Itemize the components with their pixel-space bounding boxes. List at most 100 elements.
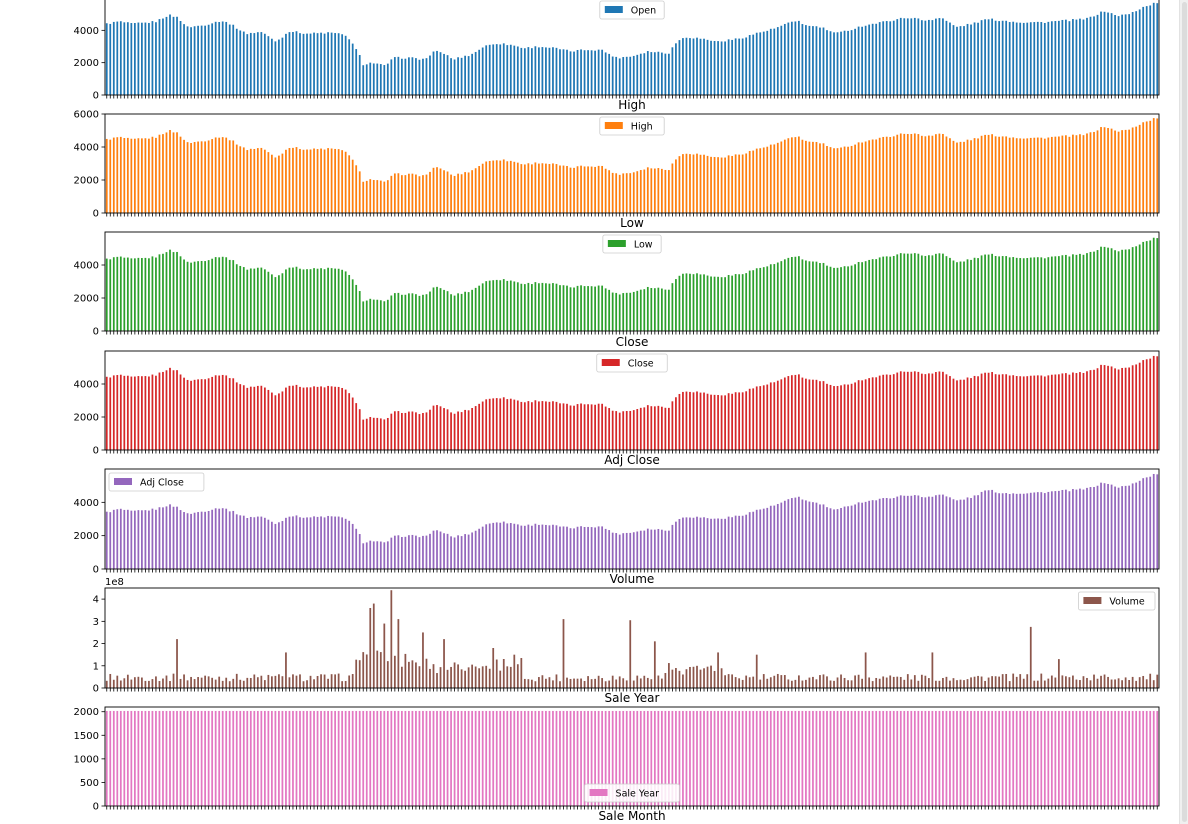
bar bbox=[105, 23, 108, 95]
bar bbox=[913, 371, 916, 450]
bar bbox=[805, 500, 807, 569]
bar bbox=[495, 160, 498, 213]
bar bbox=[429, 668, 431, 688]
bar bbox=[576, 526, 579, 569]
bar bbox=[920, 20, 923, 96]
bar bbox=[857, 710, 860, 806]
bar bbox=[745, 710, 748, 806]
bar bbox=[664, 673, 667, 688]
bar bbox=[109, 23, 112, 95]
bar bbox=[119, 508, 122, 569]
bar bbox=[249, 710, 252, 806]
bar bbox=[488, 160, 491, 213]
bar bbox=[608, 530, 611, 569]
bar bbox=[1089, 251, 1092, 331]
bar bbox=[942, 133, 944, 213]
legend: Sale Year bbox=[584, 783, 680, 803]
bar bbox=[1036, 257, 1039, 331]
bar bbox=[443, 533, 445, 569]
bar bbox=[481, 163, 484, 213]
bar bbox=[1022, 138, 1025, 213]
bar bbox=[516, 46, 519, 95]
bar bbox=[1135, 11, 1138, 95]
bar bbox=[970, 259, 972, 331]
y-tick-label: 2 bbox=[93, 639, 99, 650]
bar bbox=[274, 675, 277, 688]
bar bbox=[1036, 680, 1039, 688]
bar bbox=[520, 401, 523, 450]
bar bbox=[365, 654, 368, 688]
bar bbox=[892, 676, 895, 688]
bar bbox=[1107, 365, 1109, 450]
bar bbox=[685, 273, 688, 331]
bar bbox=[313, 710, 315, 806]
bar bbox=[369, 540, 372, 569]
legend-label: Low bbox=[634, 240, 653, 251]
bar bbox=[1135, 482, 1138, 569]
bar bbox=[1012, 493, 1015, 569]
bar bbox=[162, 710, 164, 806]
bar bbox=[1036, 21, 1039, 95]
bar bbox=[141, 138, 143, 213]
bar bbox=[158, 19, 161, 96]
bar bbox=[703, 710, 705, 806]
bar bbox=[267, 271, 270, 331]
vertical-scrollbar[interactable] bbox=[1179, 0, 1188, 824]
bar bbox=[534, 162, 537, 213]
bar bbox=[207, 140, 210, 213]
bar bbox=[857, 380, 860, 450]
bar bbox=[1121, 486, 1123, 569]
bar bbox=[1047, 678, 1050, 688]
x-ticks bbox=[106, 213, 1158, 217]
bar bbox=[741, 154, 744, 213]
bar bbox=[692, 392, 695, 450]
bar bbox=[906, 371, 909, 450]
bar bbox=[601, 526, 604, 569]
bar bbox=[959, 261, 962, 331]
bar bbox=[643, 675, 646, 688]
bar bbox=[973, 495, 976, 569]
bar bbox=[787, 22, 790, 95]
bar bbox=[186, 142, 189, 213]
bar bbox=[987, 710, 990, 806]
bar bbox=[854, 144, 856, 213]
bar bbox=[699, 274, 702, 331]
scrollbar-thumb[interactable] bbox=[1182, 2, 1187, 822]
bar bbox=[443, 170, 445, 213]
bar bbox=[1047, 491, 1050, 569]
bar bbox=[214, 21, 217, 95]
bar bbox=[330, 710, 333, 806]
bar bbox=[812, 502, 814, 569]
bar bbox=[917, 680, 920, 688]
bar bbox=[604, 710, 607, 806]
bar bbox=[938, 494, 941, 569]
bar bbox=[207, 378, 210, 450]
bar bbox=[126, 22, 129, 95]
bar bbox=[457, 57, 459, 95]
bar bbox=[973, 138, 976, 213]
bar bbox=[885, 677, 888, 688]
bar bbox=[1156, 356, 1159, 450]
bar bbox=[1001, 20, 1004, 95]
bar bbox=[906, 18, 909, 95]
bar bbox=[752, 710, 755, 806]
bar bbox=[520, 47, 523, 95]
bar bbox=[306, 149, 308, 213]
bar bbox=[696, 710, 698, 806]
bar bbox=[569, 167, 572, 213]
bar bbox=[1117, 16, 1120, 95]
bar bbox=[460, 536, 463, 569]
bar bbox=[604, 528, 607, 569]
bar bbox=[615, 173, 618, 213]
bar bbox=[569, 528, 572, 569]
bar bbox=[299, 386, 301, 450]
bar bbox=[123, 375, 126, 450]
bar bbox=[126, 137, 129, 213]
bar bbox=[172, 370, 175, 450]
bar bbox=[1124, 677, 1127, 688]
bar bbox=[548, 401, 551, 450]
bar bbox=[840, 674, 842, 688]
bar bbox=[165, 710, 168, 806]
bar bbox=[685, 37, 688, 95]
bar bbox=[320, 516, 322, 569]
